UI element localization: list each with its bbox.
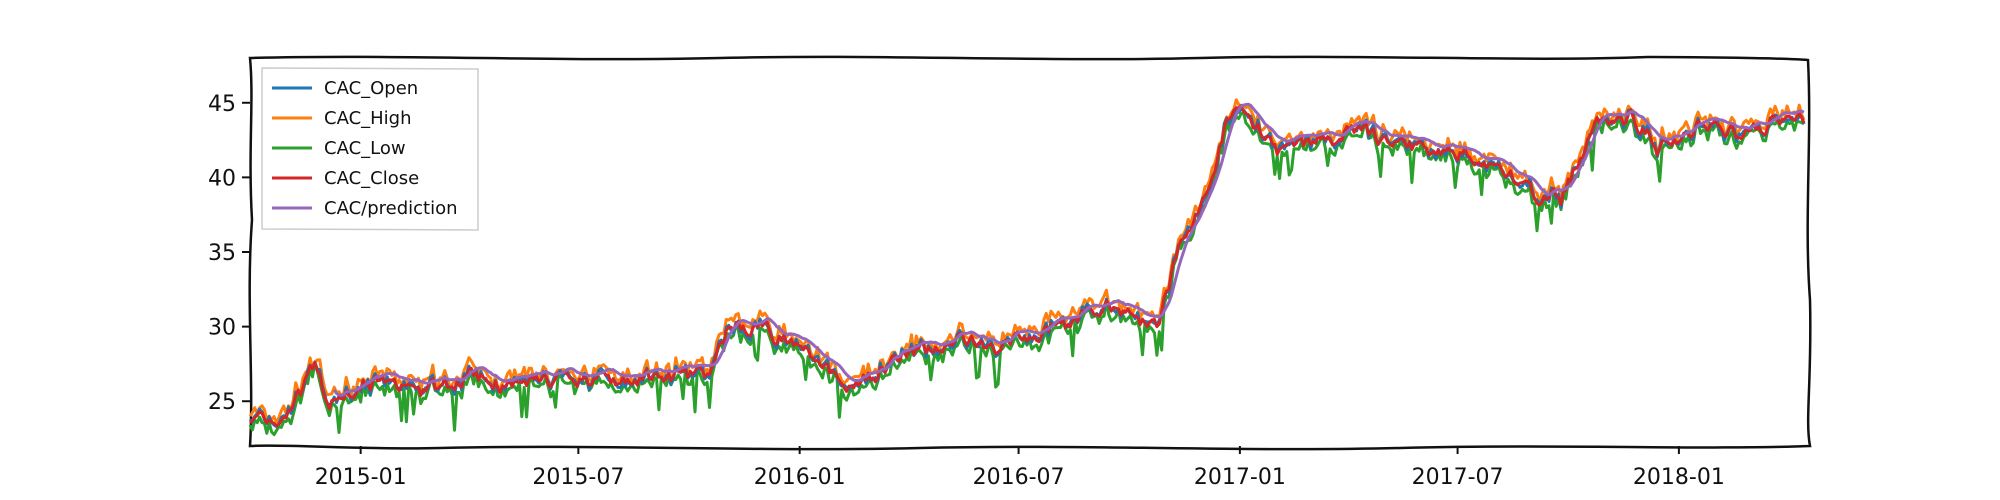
- legend-label: CAC/prediction: [324, 198, 458, 219]
- series-line-low: [248, 111, 1805, 437]
- legend-label: CAC_Close: [324, 168, 419, 189]
- x-tick-label: 2017-01: [1194, 465, 1286, 490]
- x-tick-label: 2016-07: [973, 465, 1065, 490]
- series-line-close: [248, 104, 1806, 428]
- legend-label: CAC_Low: [324, 138, 406, 159]
- legend-label: CAC_Open: [324, 78, 418, 99]
- legend: CAC_Open CAC_High CAC_Low CAC_Close CAC/pred…: [261, 67, 479, 231]
- y-tick-label: 35: [208, 241, 236, 266]
- x-tick-label: 2015-01: [315, 465, 407, 490]
- x-tick-label: 2017-07: [1412, 465, 1504, 490]
- x-tick-label: 2016-01: [754, 465, 846, 490]
- legend-label: CAC_High: [324, 108, 412, 129]
- x-axis: 2015-01 2015-07 2016-01 2016-07 2017-01 2017-…: [315, 446, 1725, 490]
- y-tick-label: 40: [208, 166, 236, 191]
- y-axis: 25 30 35 40 45: [208, 92, 250, 415]
- legend-box: [261, 67, 479, 231]
- series-line-prediction: [332, 102, 1805, 397]
- series-layer: [248, 98, 1806, 437]
- y-tick-label: 25: [208, 390, 236, 415]
- x-tick-label: 2015-07: [532, 465, 624, 490]
- y-tick-label: 30: [208, 316, 236, 341]
- x-tick-label: 2018-01: [1633, 465, 1725, 490]
- y-tick-label: 45: [208, 92, 236, 117]
- plot-frame: [248, 55, 1812, 451]
